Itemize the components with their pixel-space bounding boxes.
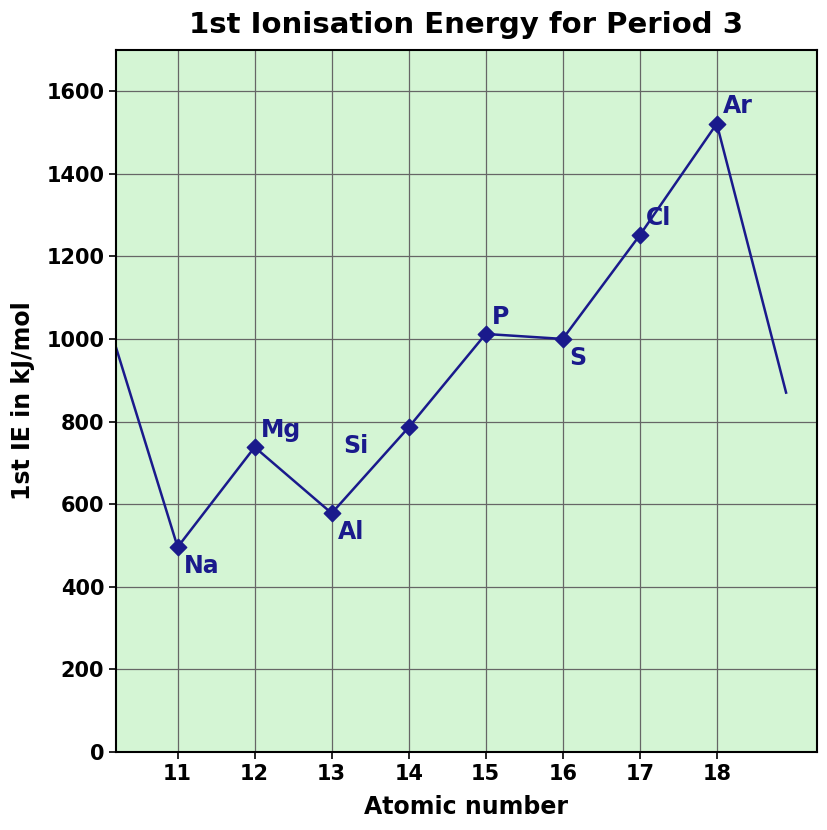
Point	[710, 117, 723, 130]
Text: Ar: Ar	[722, 95, 752, 119]
X-axis label: Atomic number: Atomic number	[364, 795, 568, 819]
Text: P: P	[491, 305, 509, 329]
Text: Cl: Cl	[645, 206, 671, 230]
Text: S: S	[568, 345, 586, 369]
Text: Mg: Mg	[261, 417, 301, 442]
Point	[556, 332, 569, 345]
Point	[171, 540, 184, 554]
Point	[248, 441, 261, 454]
Point	[479, 327, 492, 340]
Text: Na: Na	[184, 554, 219, 578]
Point	[633, 228, 646, 242]
Title: 1st Ionisation Energy for Period 3: 1st Ionisation Energy for Period 3	[189, 11, 743, 39]
Point	[325, 506, 338, 520]
Point	[402, 421, 415, 434]
Y-axis label: 1st IE in kJ/mol: 1st IE in kJ/mol	[11, 301, 35, 500]
Text: Al: Al	[337, 520, 364, 544]
Text: Si: Si	[343, 434, 368, 458]
